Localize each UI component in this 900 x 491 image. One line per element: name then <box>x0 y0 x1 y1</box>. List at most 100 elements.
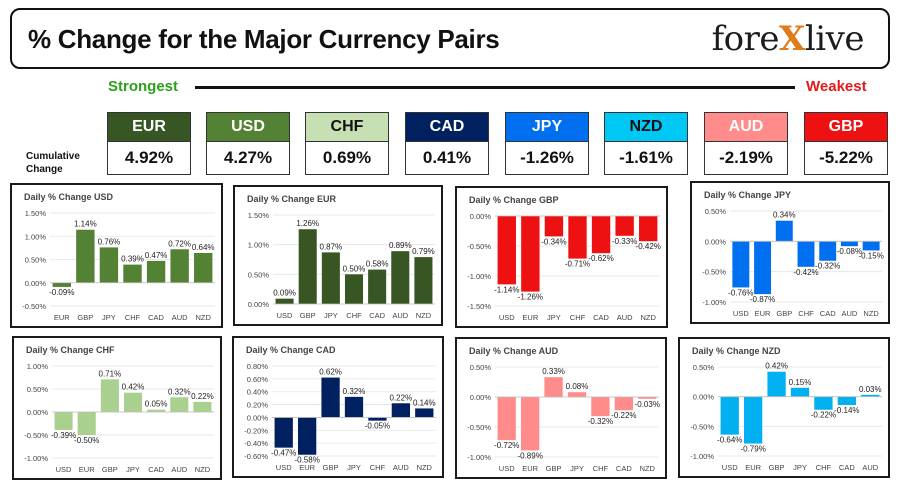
bar-cad <box>591 216 611 254</box>
data-label: -0.89% <box>517 451 542 460</box>
data-label: -0.32% <box>815 262 840 271</box>
data-label: 0.14% <box>413 398 436 407</box>
x-tick-label: CHF <box>370 463 386 472</box>
data-label: -0.64% <box>717 436 742 445</box>
data-label: -0.15% <box>858 251 883 260</box>
x-tick-label: AUD <box>842 309 858 318</box>
data-label: 0.72% <box>168 239 191 248</box>
y-tick-label: -1.00% <box>702 298 726 307</box>
bar-jpy <box>344 396 364 418</box>
cumulative-nzd: NZD -1.61% <box>604 112 688 180</box>
chart-title: Daily % Change CAD <box>246 345 336 355</box>
bar-usd <box>497 397 516 441</box>
bar-gbp <box>321 377 340 418</box>
bar-aud <box>615 216 634 236</box>
bar-aud <box>391 251 410 304</box>
x-tick-label: NZD <box>417 463 433 472</box>
x-tick-label: JPY <box>793 463 807 472</box>
bar-cad <box>368 269 387 304</box>
data-label: -0.05% <box>365 422 390 431</box>
data-label: -0.33% <box>612 237 637 246</box>
chart-title: Daily % Change JPY <box>704 190 791 200</box>
bar-jpy <box>567 392 587 397</box>
y-tick-label: -1.00% <box>24 454 48 463</box>
x-tick-label: CAD <box>820 309 836 318</box>
data-label: -0.42% <box>793 268 818 277</box>
x-tick-label: EUR <box>522 464 538 473</box>
currency-name: JPY <box>505 112 589 142</box>
x-tick-label: NZD <box>416 311 432 320</box>
chart-panel-7: Daily % Change AUD -1.00% -0.50% 0.00% 0.50%… <box>455 337 667 479</box>
bar-jpy <box>321 252 340 304</box>
data-label: 0.58% <box>366 260 389 269</box>
bar-chf <box>123 264 142 283</box>
bar-nzd <box>639 216 658 242</box>
y-tick-label: 1.00% <box>248 241 270 250</box>
bar-gbp <box>767 371 786 397</box>
chart-panel-1: Daily % Change USD -0.50% 0.00% 0.50% 1.00% 1… <box>10 183 223 328</box>
chart-panel-3: Daily % Change GBP -1.50% -1.00% -0.50% 0.00… <box>455 186 668 328</box>
bar-eur <box>521 216 540 292</box>
data-label: -0.32% <box>588 417 613 426</box>
y-tick-label: -1.00% <box>467 272 491 281</box>
x-tick-label: JPY <box>347 463 361 472</box>
data-label: 0.62% <box>319 368 342 377</box>
bar-jpy <box>544 216 564 237</box>
data-label: -0.39% <box>51 431 76 440</box>
data-label: -0.03% <box>635 400 660 409</box>
cumulative-jpy: JPY -1.26% <box>505 112 589 180</box>
y-tick-label: -0.40% <box>244 439 268 448</box>
data-label: 0.32% <box>343 387 366 396</box>
bar-chart: Daily % Change GBP -1.50% -1.00% -0.50% 0.00… <box>467 195 661 322</box>
data-label: -0.62% <box>588 254 613 263</box>
chart-panel-4: Daily % Change JPY -1.00% -0.50% 0.00% 0.50%… <box>690 181 890 324</box>
currency-name: NZD <box>604 112 688 142</box>
x-tick-label: JPY <box>547 313 561 322</box>
y-tick-label: 0.50% <box>470 363 492 372</box>
y-tick-label: -0.20% <box>244 426 268 435</box>
bar-chart: Daily % Change AUD -1.00% -0.50% 0.00% 0.50%… <box>467 346 660 473</box>
data-label: -0.09% <box>49 288 74 297</box>
y-tick-label: -0.50% <box>467 423 491 432</box>
x-tick-label: GBP <box>102 465 118 474</box>
data-label: 0.39% <box>121 255 144 264</box>
bar-gbp <box>100 379 119 412</box>
x-tick-label: USD <box>277 311 293 320</box>
y-tick-label: -1.00% <box>467 453 491 462</box>
currency-name: USD <box>206 112 290 142</box>
y-tick-label: 0.00% <box>25 279 47 288</box>
data-label: -0.47% <box>271 449 296 458</box>
data-label: 0.33% <box>542 367 565 376</box>
bar-eur <box>298 417 317 455</box>
y-tick-label: 0.00% <box>247 413 269 422</box>
bar-cad <box>837 396 856 405</box>
y-tick-label: -0.50% <box>467 242 491 251</box>
data-label: -0.72% <box>494 441 519 450</box>
chart-title: Daily % Change GBP <box>469 195 559 205</box>
bar-gbp <box>298 229 317 304</box>
y-tick-label: -0.50% <box>24 431 48 440</box>
y-tick-label: 0.20% <box>247 401 269 410</box>
x-tick-label: CHF <box>816 463 832 472</box>
bar-eur <box>52 282 71 287</box>
data-label: 0.76% <box>98 237 121 246</box>
x-tick-label: NZD <box>195 465 211 474</box>
chart-title: Daily % Change CHF <box>26 345 115 355</box>
bar-cad <box>147 409 166 412</box>
bar-eur <box>521 397 540 451</box>
data-label: -0.79% <box>740 445 765 454</box>
y-tick-label: 0.00% <box>470 393 492 402</box>
chart-title: Daily % Change EUR <box>247 194 337 204</box>
currency-name: CHF <box>305 112 389 142</box>
x-tick-label: GBP <box>323 463 339 472</box>
bar-aud <box>861 394 880 397</box>
data-label: 0.34% <box>773 211 796 220</box>
y-tick-label: 0.80% <box>247 362 269 371</box>
x-tick-label: GBP <box>300 311 316 320</box>
bar-jpy <box>123 392 143 412</box>
bar-nzd <box>194 252 213 283</box>
data-label: 0.08% <box>566 382 589 391</box>
y-tick-label: 0.50% <box>705 207 727 216</box>
x-tick-label: CAD <box>839 463 855 472</box>
y-tick-label: 0.00% <box>693 393 715 402</box>
